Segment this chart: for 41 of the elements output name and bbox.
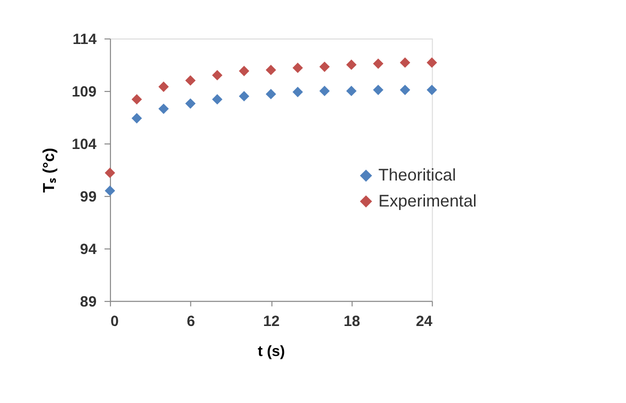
legend-label: Theoritical: [378, 166, 456, 185]
y-tick-label: 94: [80, 242, 98, 258]
point: [158, 104, 169, 114]
point: [132, 113, 142, 124]
point: [319, 86, 330, 96]
x-tick-label: 12: [263, 314, 280, 330]
y-tick-label: 109: [72, 84, 97, 100]
point: [104, 168, 116, 178]
point: [266, 64, 276, 76]
y-tick-label: 114: [72, 32, 98, 48]
point: [426, 57, 438, 68]
x-tick-label: 18: [344, 314, 360, 330]
point: [238, 91, 250, 102]
y-tick-label: 104: [72, 136, 98, 153]
point: [185, 75, 196, 86]
x-axis-title: t (s): [258, 344, 286, 360]
point: [373, 84, 384, 96]
point: [400, 57, 410, 68]
point: [346, 86, 357, 96]
point: [373, 58, 384, 69]
y-axis-title: Tₛ (°c): [40, 148, 58, 193]
point: [104, 186, 116, 196]
point: [185, 98, 196, 109]
point: [400, 84, 410, 96]
point: [158, 82, 169, 92]
x-tick-label: 6: [186, 314, 196, 330]
y-tick-label: 99: [80, 189, 97, 206]
legend-label: Experimental: [378, 191, 477, 210]
point: [319, 62, 330, 72]
point: [292, 62, 303, 74]
point: [212, 70, 222, 80]
y-tick-label: 89: [80, 294, 97, 310]
point: [292, 86, 303, 98]
point: [238, 66, 250, 76]
point: [212, 94, 222, 105]
x-tick-label: 0: [110, 314, 119, 330]
point: [346, 60, 357, 70]
point: [132, 94, 142, 105]
point: [266, 88, 276, 100]
point: [426, 84, 438, 96]
x-tick-label: 24: [416, 314, 434, 330]
